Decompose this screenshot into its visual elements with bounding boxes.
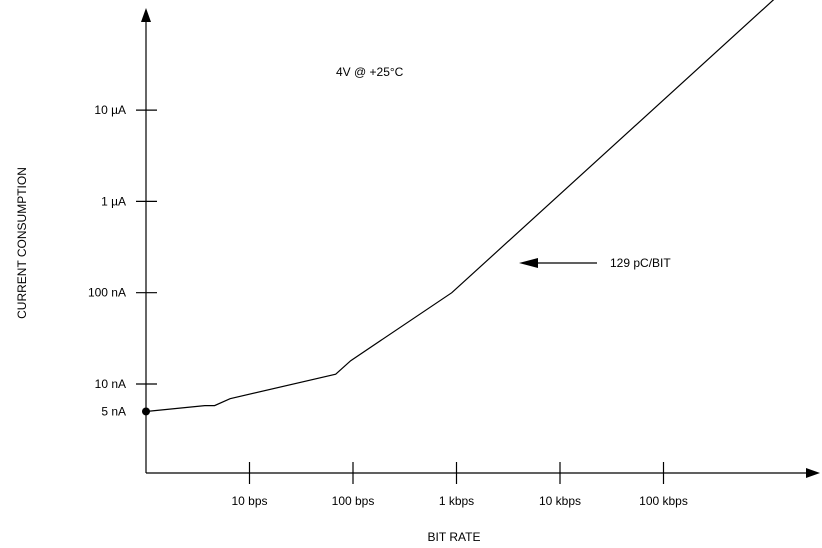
y-tick-label: 1 µA [101,194,126,208]
annotation-arrow-icon [519,258,538,268]
x-tick-label: 1 kbps [439,494,474,508]
axes [141,8,820,478]
x-axis-title: BIT RATE [428,530,481,544]
start-point-marker [142,407,150,416]
y-ticks: 5 nA 10 nA 100 nA 1 µA 10 µA [88,103,157,418]
x-tick-label: 100 bps [332,494,375,508]
series-line [145,0,775,413]
slope-annotation: 129 pC/BIT [610,256,671,270]
condition-annotation: 4V @ +25°C [336,65,404,79]
x-tick-label: 100 kbps [639,494,688,508]
x-tick-label: 10 bps [231,494,267,508]
y-axis-title: CURRENT CONSUMPTION [15,167,29,319]
series [142,0,775,416]
y-tick-label: 10 nA [95,377,126,391]
x-axis-arrow-icon [806,468,820,478]
x-tick-label: 10 kbps [539,494,581,508]
annotations: 4V @ +25°C 129 pC/BIT [336,65,671,270]
y-tick-label: 100 nA [88,286,126,300]
y-tick-label: 5 nA [101,404,126,418]
y-tick-label: 10 µA [94,103,126,117]
y-axis-arrow-icon [141,8,151,22]
x-ticks: 10 bps 100 bps 1 kbps 10 kbps 100 kbps [231,462,688,508]
